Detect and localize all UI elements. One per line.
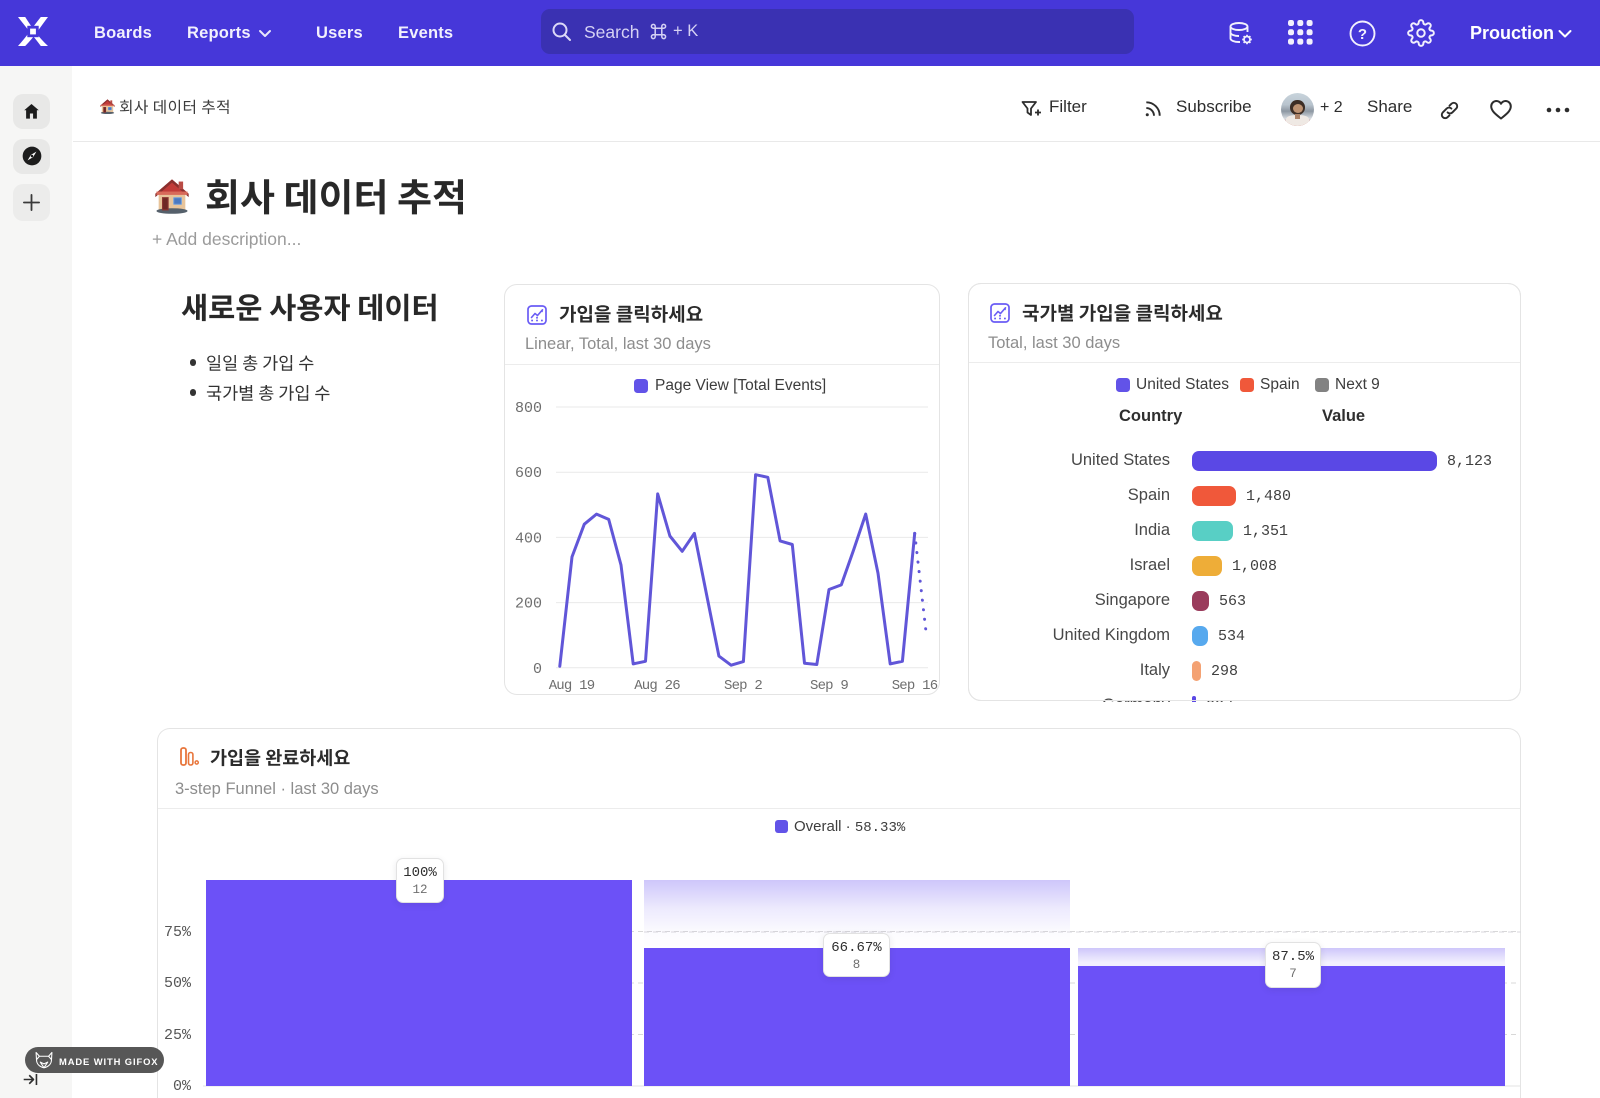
svg-text:800: 800 — [515, 400, 542, 417]
svg-text:Aug 19: Aug 19 — [549, 678, 595, 694]
svg-text:600: 600 — [515, 465, 542, 482]
svg-text:?: ? — [1358, 26, 1367, 43]
svg-text:0: 0 — [533, 661, 542, 678]
svg-text:200: 200 — [515, 596, 542, 613]
svg-text:Aug 26: Aug 26 — [634, 678, 680, 694]
svg-text:Sep 2: Sep 2 — [724, 678, 762, 694]
svg-text:Sep 16: Sep 16 — [892, 678, 938, 694]
svg-text:400: 400 — [515, 530, 542, 547]
svg-text:Sep 9: Sep 9 — [810, 678, 848, 694]
